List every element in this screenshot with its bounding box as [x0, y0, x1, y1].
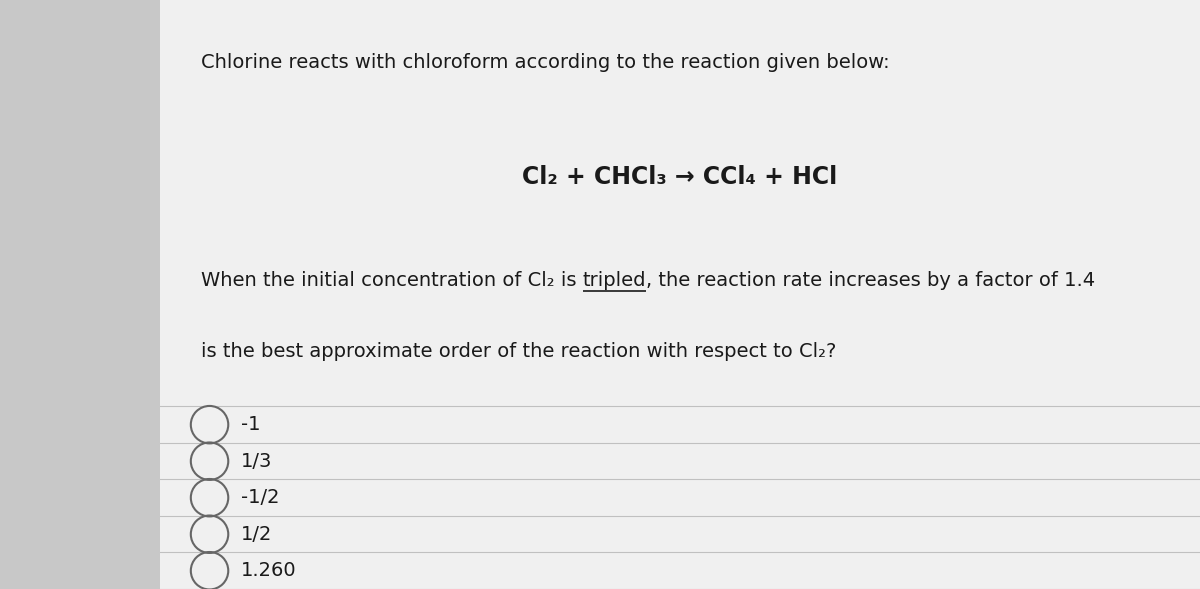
Text: is the best approximate order of the reaction with respect to Cl₂?: is the best approximate order of the rea…	[202, 342, 836, 360]
Text: , the reaction rate increases by a factor of 1.4: , the reaction rate increases by a facto…	[647, 271, 1096, 290]
Text: Cl₂ + CHCl₃ → CCl₄ + HCl: Cl₂ + CHCl₃ → CCl₄ + HCl	[522, 165, 838, 189]
Text: 1/2: 1/2	[241, 525, 272, 544]
Text: Chlorine reacts with chloroform according to the reaction given below:: Chlorine reacts with chloroform accordin…	[202, 53, 890, 72]
Text: 1/3: 1/3	[241, 452, 272, 471]
Text: 1.260: 1.260	[241, 561, 296, 580]
Text: When the initial concentration of Cl₂ is: When the initial concentration of Cl₂ is	[202, 271, 583, 290]
Text: tripled: tripled	[583, 271, 647, 290]
Text: -1: -1	[241, 415, 260, 434]
Text: -1/2: -1/2	[241, 488, 280, 507]
